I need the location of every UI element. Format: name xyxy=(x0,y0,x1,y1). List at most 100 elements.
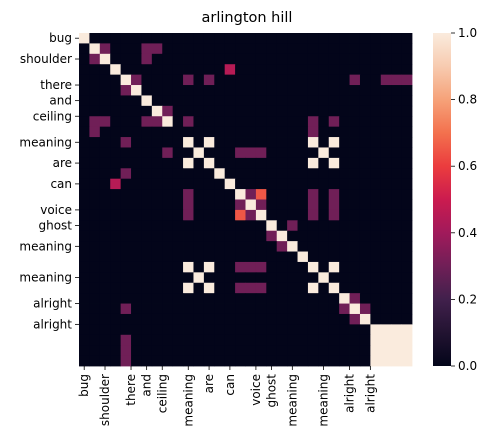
heatmap-cell xyxy=(370,303,382,315)
heatmap-cell xyxy=(359,74,371,86)
heatmap-cell xyxy=(370,74,382,86)
heatmap-cell xyxy=(370,220,382,232)
heatmap-cell xyxy=(255,95,267,107)
heatmap-cell xyxy=(110,334,122,346)
colorbar-tick-label: 0.4 xyxy=(458,226,477,240)
heatmap-cell xyxy=(245,126,257,138)
heatmap-cell xyxy=(380,95,392,107)
heatmap-cell xyxy=(266,324,278,336)
heatmap-cell xyxy=(287,345,298,356)
heatmap-cell xyxy=(287,324,298,336)
heatmap-cell xyxy=(339,199,350,211)
colorbar-tick-label: 0.6 xyxy=(458,159,477,173)
heatmap-cell xyxy=(276,251,288,263)
heatmap-cell xyxy=(401,251,413,263)
heatmap-cell xyxy=(141,199,153,211)
heatmap-cell xyxy=(255,303,267,315)
heatmap-cell xyxy=(235,241,246,252)
heatmap-cell xyxy=(89,220,101,232)
heatmap-cell xyxy=(380,53,392,65)
heatmap-cell xyxy=(141,220,153,232)
heatmap-cell xyxy=(339,313,350,325)
heatmap-cell xyxy=(110,241,122,252)
heatmap-cell xyxy=(328,168,340,180)
heatmap-cell xyxy=(162,157,174,169)
heatmap-cell xyxy=(120,126,132,138)
heatmap-cell xyxy=(339,178,350,190)
heatmap-cell xyxy=(235,64,246,76)
colorbar-tick-label: 0.2 xyxy=(458,292,477,306)
heatmap-cell xyxy=(172,33,184,44)
heatmap-cell xyxy=(172,116,184,128)
heatmap-cell xyxy=(318,116,330,128)
heatmap-cell xyxy=(276,137,288,148)
heatmap-cell xyxy=(380,251,392,263)
heatmap-cell xyxy=(401,199,413,211)
heatmap-cell xyxy=(380,230,392,242)
heatmap-cell xyxy=(276,293,288,304)
heatmap-cell xyxy=(276,178,288,190)
colorbar-ticks: 0.0 0.2 0.4 0.6 0.8 1.0 xyxy=(451,26,477,373)
heatmap-cell xyxy=(151,251,163,263)
heatmap-cell xyxy=(401,220,413,232)
heatmap-cell xyxy=(370,168,382,180)
heatmap-cell xyxy=(110,157,122,169)
heatmap-cell xyxy=(235,334,246,346)
heatmap-cell xyxy=(99,189,111,200)
heatmap-cell xyxy=(120,230,132,242)
heatmap-cell xyxy=(151,33,163,44)
heatmap-cell xyxy=(349,293,361,304)
heatmap-cell xyxy=(359,282,371,294)
heatmap-cell xyxy=(224,251,236,263)
heatmap-cell xyxy=(193,355,205,367)
heatmap-cell xyxy=(266,157,278,169)
heatmap-cell xyxy=(380,220,392,232)
heatmap-cell xyxy=(349,105,361,117)
heatmap-cell xyxy=(224,313,236,325)
heatmap-cell xyxy=(287,43,298,55)
heatmap-cell xyxy=(297,64,309,76)
heatmap-cell xyxy=(235,105,246,117)
heatmap-cell xyxy=(141,85,153,96)
heatmap-cell xyxy=(359,220,371,232)
heatmap-cell xyxy=(307,116,319,128)
heatmap-cell xyxy=(141,105,153,117)
heatmap-cell xyxy=(307,137,319,148)
heatmap-cell xyxy=(224,105,236,117)
heatmap-cell xyxy=(297,105,309,117)
heatmap-cell xyxy=(131,282,142,294)
heatmap-cell xyxy=(141,345,153,356)
heatmap-cell xyxy=(89,313,101,325)
heatmap-cell xyxy=(391,345,402,356)
heatmap-cell xyxy=(359,178,371,190)
heatmap-cell xyxy=(120,64,132,76)
heatmap-cell xyxy=(235,126,246,138)
heatmap-cell xyxy=(245,272,257,284)
heatmap-cell xyxy=(380,199,392,211)
heatmap-cell xyxy=(276,313,288,325)
heatmap-cell xyxy=(224,64,236,76)
heatmap-cell xyxy=(120,199,132,211)
y-tick-label: alright xyxy=(33,297,72,311)
heatmap-cell xyxy=(99,105,111,117)
heatmap-cell xyxy=(151,199,163,211)
heatmap-cell xyxy=(391,199,402,211)
heatmap-cell xyxy=(297,137,309,148)
heatmap-cell xyxy=(339,95,350,107)
heatmap-cell xyxy=(245,157,257,169)
heatmap-cell xyxy=(328,189,340,200)
heatmap-cell xyxy=(151,345,163,356)
heatmap-cell xyxy=(266,116,278,128)
heatmap-cell xyxy=(339,261,350,273)
heatmap-cell xyxy=(193,199,205,211)
heatmap-cell xyxy=(349,241,361,252)
heatmap-cell xyxy=(151,74,163,86)
heatmap-cell xyxy=(307,53,319,65)
heatmap-cell xyxy=(339,345,350,356)
heatmap-cell xyxy=(297,293,309,304)
heatmap-cell xyxy=(266,199,278,211)
heatmap-cell xyxy=(391,334,402,346)
heatmap-cell xyxy=(380,43,392,55)
heatmap-cell xyxy=(380,157,392,169)
heatmap-cell xyxy=(276,126,288,138)
